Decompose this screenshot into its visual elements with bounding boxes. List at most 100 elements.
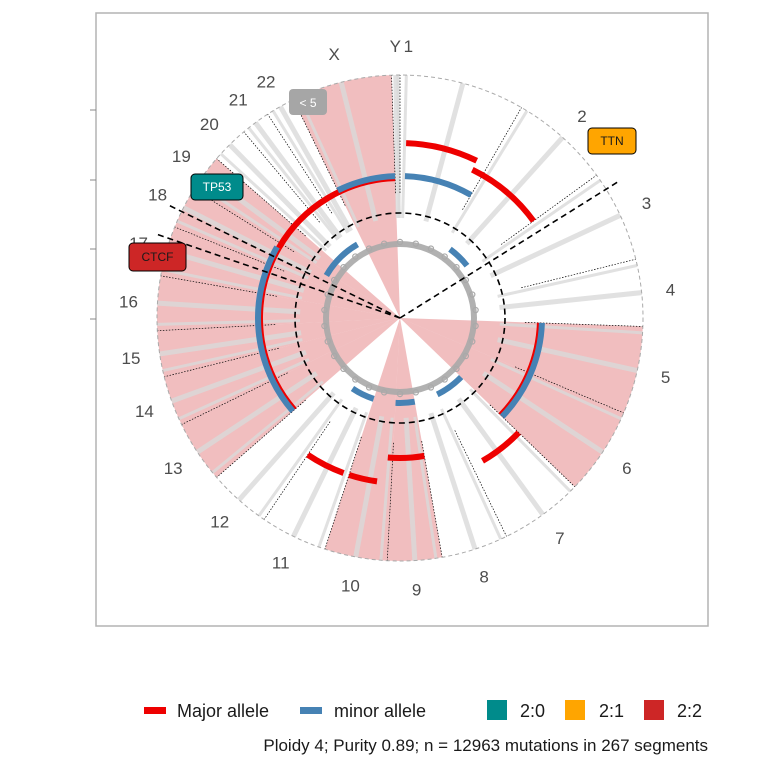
- mutation-point: [412, 240, 420, 247]
- mutation-point: [469, 291, 476, 298]
- chr-label-7: 7: [555, 529, 564, 548]
- grey-bar-chr-12: [237, 391, 336, 502]
- major-allele-segment-1: [405, 140, 479, 164]
- chr-label-11: 11: [272, 553, 290, 572]
- chr-label-20: 20: [200, 115, 219, 134]
- mutation-point: [365, 384, 373, 391]
- grey-bar-chr-1: [423, 82, 466, 223]
- mutation-point: [330, 276, 338, 284]
- minor-allele-segment-4: [435, 374, 464, 398]
- chr-label-y: Y: [390, 37, 401, 56]
- sector-chr-19: [193, 158, 400, 318]
- minor-allele-segment-5: [395, 398, 416, 406]
- grey-bar-chr-1: [401, 75, 408, 219]
- sector-chr-13: [181, 318, 400, 478]
- grey-bar-chr-2: [450, 110, 529, 234]
- mutation-point: [321, 322, 328, 330]
- chr-label-1: 1: [404, 37, 413, 56]
- chart-caption: Ploidy 4; Purity 0.89; n = 12963 mutatio…: [263, 736, 708, 755]
- grey-bar-chr-17: [161, 268, 303, 300]
- subclonal-tag: < 5: [289, 89, 327, 115]
- divider-chr-4: [521, 258, 636, 289]
- mutation-point: [352, 253, 359, 260]
- grey-bar-chr-7: [456, 397, 545, 517]
- mutation-point: [340, 263, 347, 271]
- grey-bar-chr-21: [247, 126, 339, 241]
- chr-label-8: 8: [479, 568, 488, 587]
- grey-bar-chr-22: [278, 105, 353, 233]
- minor-allele-segment-3: [499, 322, 545, 419]
- mutation-point: [340, 365, 347, 373]
- grey-bar-chr-6: [490, 358, 622, 421]
- grey-bar-chr-7: [469, 388, 572, 493]
- mutation-point: [462, 276, 470, 284]
- chr-label-21: 21: [229, 90, 248, 109]
- mutation-point: [441, 253, 448, 260]
- grey-bar-chr-13: [211, 380, 324, 474]
- chr-label-22: 22: [257, 72, 276, 91]
- grey-bar-chr-8: [440, 408, 503, 540]
- grey-bar-chr-13: [195, 371, 318, 455]
- chr-label-5: 5: [661, 368, 670, 387]
- mutation-point: [380, 389, 388, 396]
- grey-bar-chr-16: [157, 319, 301, 326]
- grey-bar-chr-11: [317, 411, 369, 548]
- mutation-point: [469, 338, 476, 345]
- legend-cat-3-label: 2:2: [677, 701, 702, 721]
- grey-segment-bars: [157, 74, 643, 561]
- grey-bar-chr-15: [162, 338, 303, 373]
- legend-cat-1-swatch: [487, 700, 507, 720]
- mutation-point: [396, 238, 404, 246]
- legend-major-label: Major allele: [177, 701, 269, 721]
- grey-bar-chr-12: [257, 398, 344, 517]
- mutation-point: [462, 352, 470, 360]
- minor-allele-segment-7: [255, 245, 296, 414]
- gene-tag-label-ttn: TTN: [600, 134, 623, 148]
- minor-allele-track: [255, 173, 545, 419]
- major-allele-segment-4: [480, 430, 521, 464]
- chr-label-3: 3: [642, 194, 651, 213]
- grey-bar-chr-4: [499, 290, 642, 311]
- grey-bar-chr-5: [497, 337, 638, 374]
- grey-bar-chr-8: [428, 412, 478, 550]
- mutation-point: [453, 263, 460, 271]
- driver-links: [153, 179, 621, 319]
- grey-bar-chr-18: [176, 219, 309, 280]
- mutation-point: [412, 389, 420, 396]
- sector-chr-15: [157, 318, 400, 377]
- minor-allele-segment-9: [336, 173, 396, 194]
- chr-label-4: 4: [666, 281, 675, 300]
- mutation-point: [472, 306, 479, 314]
- grey-bar-chr-17: [165, 248, 305, 293]
- grey-bar-chr-5: [499, 322, 643, 335]
- mutation-point: [472, 322, 479, 330]
- chr-label-18: 18: [148, 186, 167, 205]
- legend-cat-3-swatch: [644, 700, 664, 720]
- grey-bar-chr-10: [353, 415, 385, 558]
- mutation-ring: [321, 238, 479, 398]
- driver-link-ctcf: [153, 232, 401, 319]
- grey-bar-chr-14: [178, 358, 310, 421]
- sector-chr-10: [324, 318, 400, 561]
- legend-minor-label: minor allele: [334, 701, 426, 721]
- minor-allele-segment-8: [323, 241, 360, 278]
- mutation-point: [427, 245, 435, 252]
- grey-bar-chr-15: [159, 330, 302, 357]
- gene-tag-box-ctcf: [128, 242, 187, 272]
- grey-bar-chr-6: [482, 371, 605, 455]
- driver-link-ttn: [399, 179, 621, 319]
- major-allele-segment-5: [387, 452, 425, 461]
- chromosome-sectors: [157, 75, 643, 561]
- grey-bar-chr-20: [219, 152, 328, 252]
- grey-bar-chr-20: [227, 142, 332, 249]
- legend-minor-swatch: [300, 707, 322, 714]
- subclonal-tag-box: [289, 89, 327, 115]
- legend: Major allele minor allele 2:0 2:1 2:2: [144, 700, 702, 721]
- grey-bar-chr-9: [413, 416, 438, 559]
- grey-bar-chr-3: [489, 213, 622, 279]
- mutation-point: [441, 376, 448, 383]
- chr-label-6: 6: [622, 459, 631, 478]
- mutation-point: [427, 384, 435, 391]
- legend-major-swatch: [144, 707, 166, 714]
